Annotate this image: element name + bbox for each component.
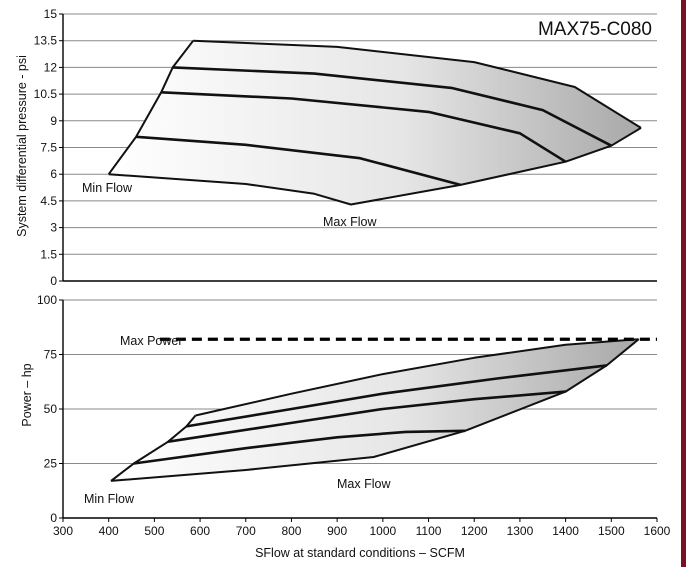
bottom-y-tick-label: 100 [37,293,57,307]
top-y-tick-label: 0 [50,274,57,288]
bottom-max-flow-label: Max Flow [337,477,391,491]
bottom-speed-curve-3 [186,364,607,428]
bottom-y-tick-label: 50 [44,402,58,416]
top-y-tick-label: 4.5 [40,194,57,208]
x-tick-label: 500 [144,524,164,538]
x-tick-label: 400 [99,524,119,538]
x-tick-label: 300 [53,524,73,538]
top-speed-curve-3 [172,66,612,147]
top-speed-curve-1 [136,135,461,187]
bottom-y-tick-label: 25 [44,457,58,471]
x-tick-label: 1500 [598,524,625,538]
top-y-tick-label: 12 [44,60,58,74]
top-y-tick-label: 15 [44,7,58,21]
model-label: MAX75-C080 [538,19,652,40]
top-y-tick-label: 7.5 [40,141,57,155]
x-tick-label: 800 [281,524,301,538]
bottom-speed-curve-2 [167,390,566,443]
x-axis-title: SFlow at standard conditions – SCFM [255,546,465,560]
bottom-min-flow-label: Min Flow [84,492,135,506]
bottom-speed-curve-1 [133,429,466,465]
top-max-flow-line [108,127,642,206]
bottom-y-tick-label: 0 [50,511,57,525]
top-y-axis-title: System differential pressure - psi [15,55,29,237]
pressure-chart: 0 1.5 3 4.5 6 7.5 9 10.5 12 13.5 15 [34,7,657,288]
top-envelope-fill [108,40,641,205]
max-power-label: Max Power [120,334,183,348]
x-tick-label: 1300 [507,524,534,538]
x-tick-label: 1600 [644,524,671,538]
right-border [681,0,686,567]
top-y-tick-label: 6 [50,167,57,181]
x-tick-label: 600 [190,524,210,538]
top-y-tick-label: 1.5 [40,247,57,261]
x-tick-label: 1100 [416,524,442,538]
x-tick-label: 1200 [461,524,488,538]
top-y-tick-label: 13.5 [34,34,58,48]
bottom-y-tick-label: 75 [44,348,58,362]
top-speed-curve-2 [161,91,567,163]
power-chart: 0 25 50 75 100 300 400 500 600 700 800 900 1000 1100 1… [37,293,671,538]
top-y-tick-label: 3 [50,221,57,235]
x-tick-label: 900 [327,524,347,538]
bottom-top-boundary-line [195,338,639,417]
bottom-y-axis-title: Power – hp [20,363,34,426]
top-y-tick-label: 10.5 [34,87,58,101]
top-top-boundary-line [193,39,642,129]
top-max-flow-label: Max Flow [323,215,377,229]
x-tick-label: 700 [236,524,256,538]
x-tick-label: 1000 [369,524,396,538]
x-tick-label: 1400 [552,524,579,538]
top-min-flow-label: Min Flow [82,181,133,195]
top-y-tick-label: 9 [50,114,57,128]
